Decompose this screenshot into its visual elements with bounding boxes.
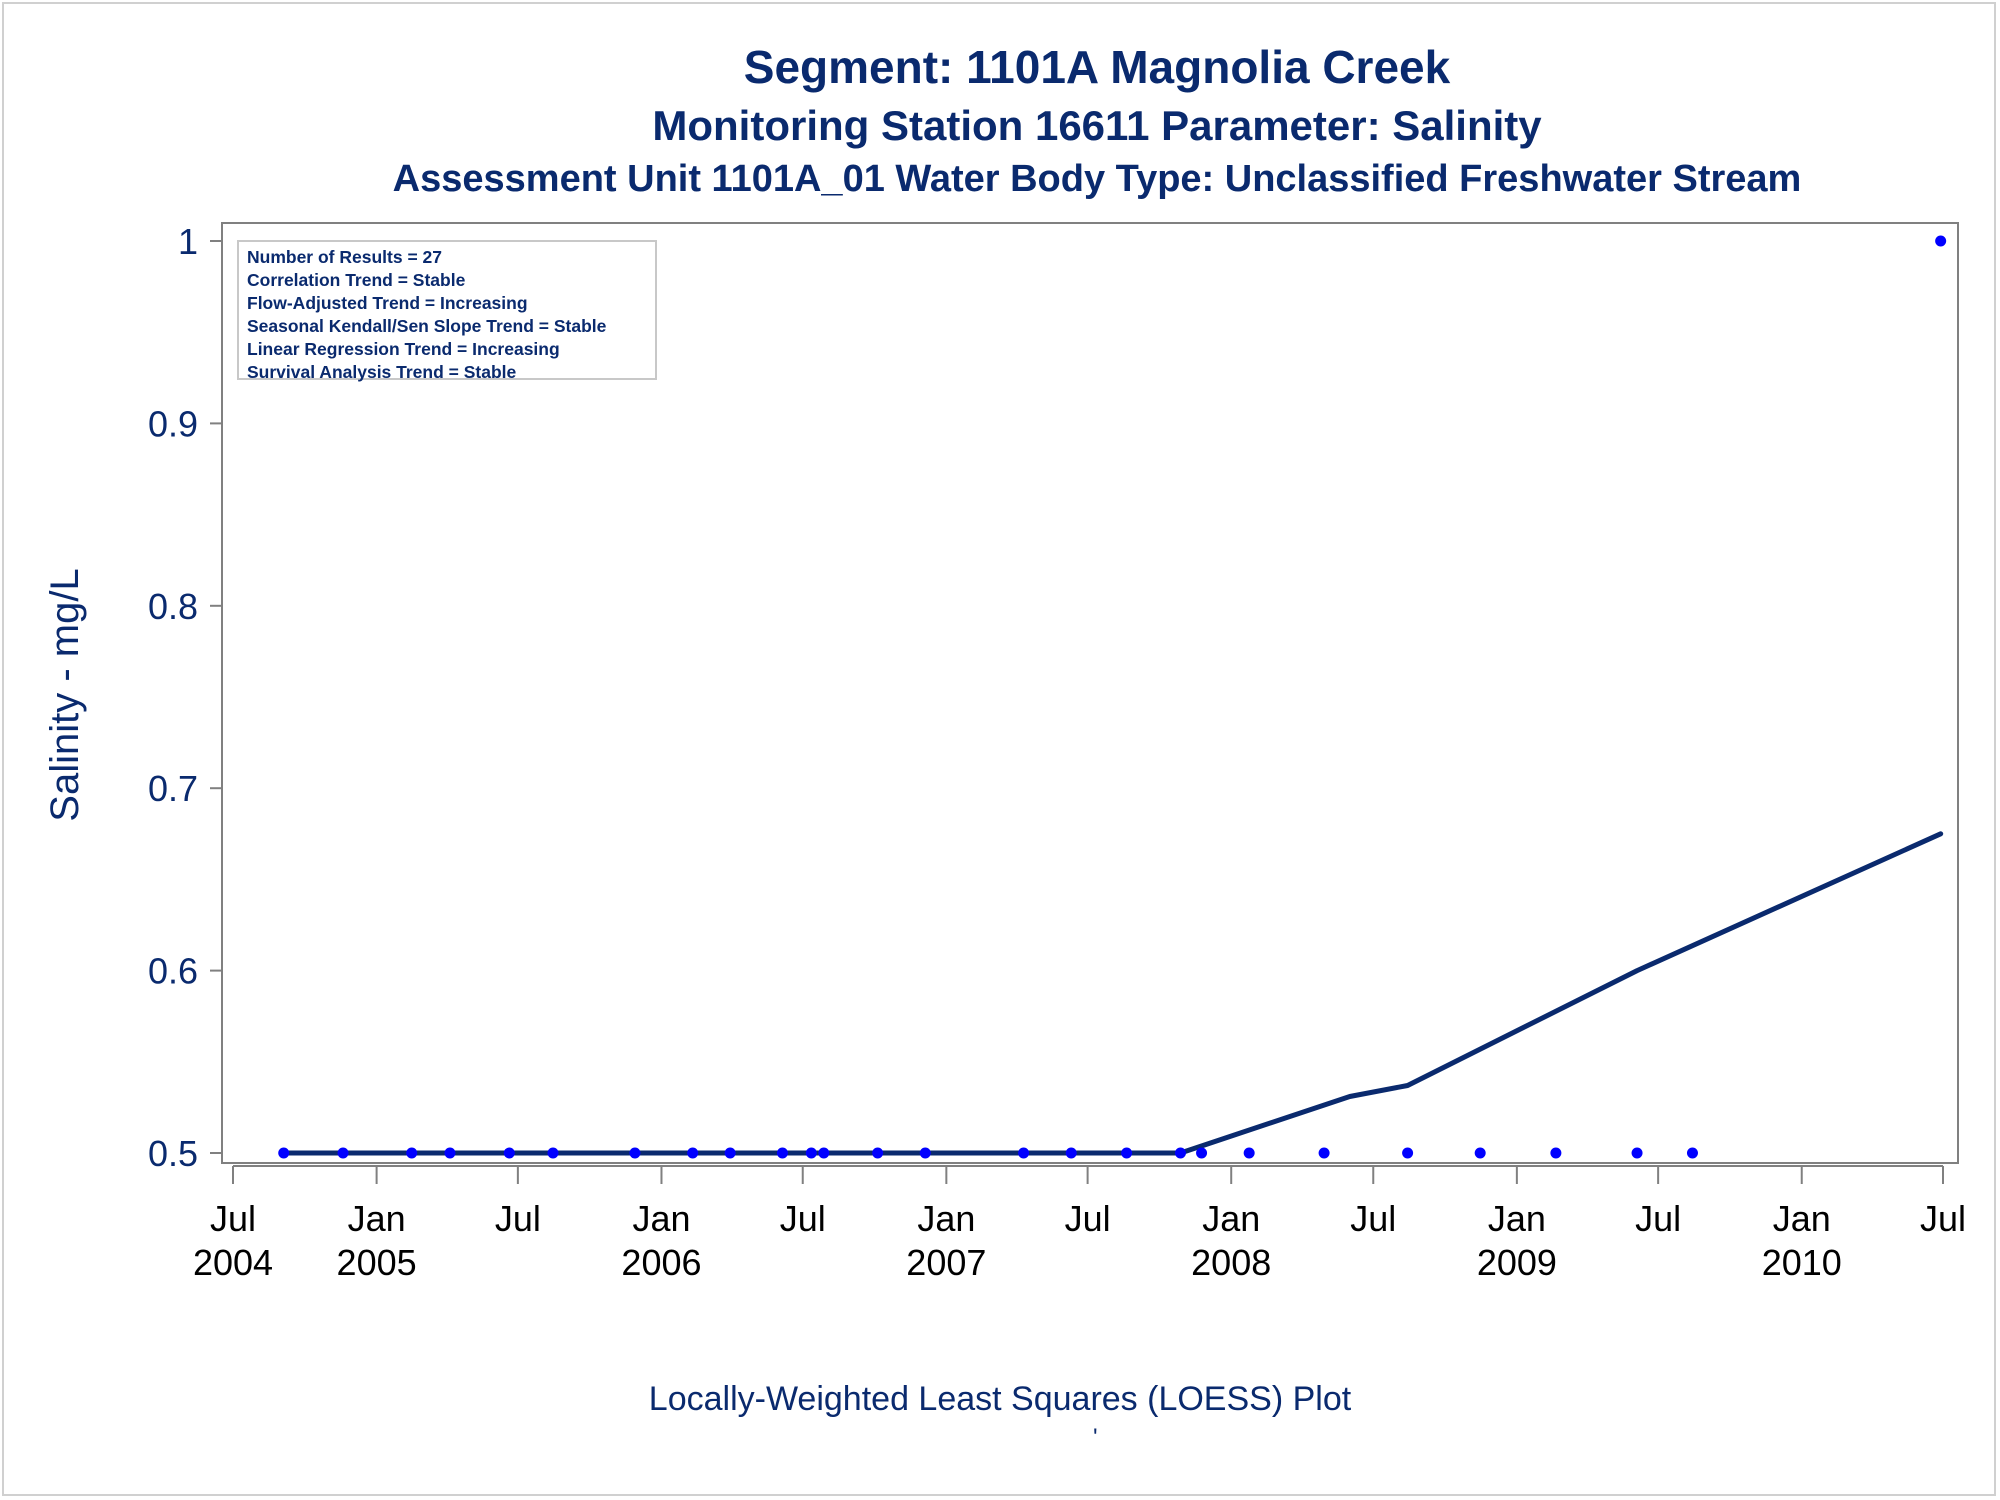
trend-stats-box: Number of Results = 27 Correlation Trend… [237,240,657,382]
data-point [1065,1147,1077,1159]
x-tick-label-month: Jul [780,1198,826,1239]
data-point [1243,1147,1255,1159]
footnote-mark: ' [1093,1424,1098,1451]
data-point [444,1147,456,1159]
x-tick-label-month: Jul [1635,1198,1681,1239]
y-tick-label: 1 [178,221,198,262]
y-axis-label: Salinity - mg/L [43,568,87,821]
data-point [406,1147,418,1159]
stat-flow-adjusted-trend: Flow-Adjusted Trend = Increasing [247,293,528,313]
x-tick-label-year: 2004 [193,1242,273,1283]
x-tick-label-year: 2010 [1762,1242,1842,1283]
stat-number-of-results: Number of Results = 27 [247,247,442,267]
data-point [1121,1147,1133,1159]
x-tick-label-month: Jan [348,1198,406,1239]
chart-subtitle-assessment: Assessment Unit 1101A_01 Water Body Type… [392,158,1802,200]
stat-survival-analysis-trend: Survival Analysis Trend = Stable [247,362,517,382]
y-tick-label: 0.9 [148,403,198,444]
y-tick-label: 0.7 [148,768,198,809]
x-tick-label-month: Jan [917,1198,975,1239]
data-point [1550,1147,1562,1159]
x-tick-label-month: Jan [1773,1198,1831,1239]
data-point [503,1147,515,1159]
data-point [1018,1147,1030,1159]
data-point [872,1147,884,1159]
data-point [1318,1147,1330,1159]
x-tick-label-year: 2009 [1477,1242,1557,1283]
chart-title: Segment: 1101A Magnolia Creek [743,41,1451,93]
x-tick-label-month: Jan [1202,1198,1260,1239]
x-tick-label-month: Jul [210,1198,256,1239]
x-tick-label-month: Jul [1065,1198,1111,1239]
x-tick-label-year: 2007 [906,1242,986,1283]
loess-footnote: Locally-Weighted Least Squares (LOESS) P… [648,1380,1352,1418]
y-tick-label: 0.5 [148,1133,198,1174]
data-point [919,1147,931,1159]
x-tick-label-year: 2008 [1191,1242,1271,1283]
x-tick-label-year: 2005 [337,1242,417,1283]
data-point [687,1147,699,1159]
data-point [337,1147,349,1159]
plot-area-border [221,222,1959,1164]
data-point [818,1147,830,1159]
data-point [776,1147,788,1159]
chart-subtitle-station: Monitoring Station 16611 Parameter: Sali… [652,102,1542,149]
y-tick-label: 0.6 [148,951,198,992]
data-point [724,1147,736,1159]
data-point [1196,1147,1208,1159]
data-point [1174,1147,1186,1159]
stat-seasonal-kendall-trend: Seasonal Kendall/Sen Slope Trend = Stabl… [247,316,607,336]
x-tick-label-month: Jul [495,1198,541,1239]
data-point [1474,1147,1486,1159]
data-point [805,1147,817,1159]
data-point [1935,235,1947,247]
data-point [629,1147,641,1159]
data-point [1686,1147,1698,1159]
stat-correlation-trend: Correlation Trend = Stable [247,270,466,290]
data-point [1402,1147,1414,1159]
data-point [278,1147,290,1159]
x-tick-label-month: Jan [632,1198,690,1239]
y-tick-label: 0.8 [148,586,198,627]
stat-linear-regression-trend: Linear Regression Trend = Increasing [247,339,560,359]
x-tick-label-month: Jul [1350,1198,1396,1239]
data-point [1631,1147,1643,1159]
data-point [547,1147,559,1159]
x-tick-label-year: 2006 [621,1242,701,1283]
x-tick-label-month: Jul [1920,1198,1966,1239]
x-tick-label-month: Jan [1488,1198,1546,1239]
loess-trend-line [281,831,1944,1156]
